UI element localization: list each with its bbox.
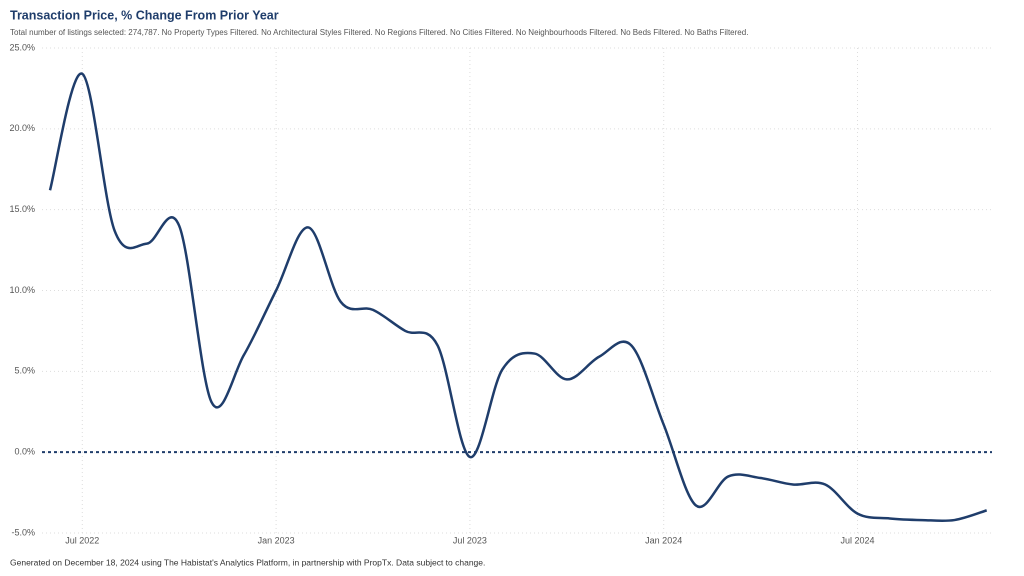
y-tick-label: 25.0% bbox=[9, 42, 35, 52]
y-tick-label: 20.0% bbox=[9, 123, 35, 133]
x-tick-label: Jan 2023 bbox=[258, 535, 295, 545]
chart-subtitle: Total number of listings selected: 274,7… bbox=[10, 28, 748, 37]
y-tick-label: 10.0% bbox=[9, 285, 35, 295]
x-tick-label: Jan 2024 bbox=[645, 535, 682, 545]
y-tick-label: -5.0% bbox=[11, 527, 35, 537]
y-tick-label: 0.0% bbox=[14, 447, 35, 457]
footer-note: Generated on December 18, 2024 using The… bbox=[10, 557, 485, 567]
x-tick-label: Jul 2024 bbox=[840, 535, 874, 545]
line-series bbox=[48, 72, 988, 523]
y-tick-label: 15.0% bbox=[9, 204, 35, 214]
y-tick-label: 5.0% bbox=[14, 366, 35, 376]
x-tick-label: Jul 2022 bbox=[65, 535, 99, 545]
x-tick-label: Jul 2023 bbox=[453, 535, 487, 545]
chart-title: Transaction Price, % Change From Prior Y… bbox=[10, 8, 279, 22]
